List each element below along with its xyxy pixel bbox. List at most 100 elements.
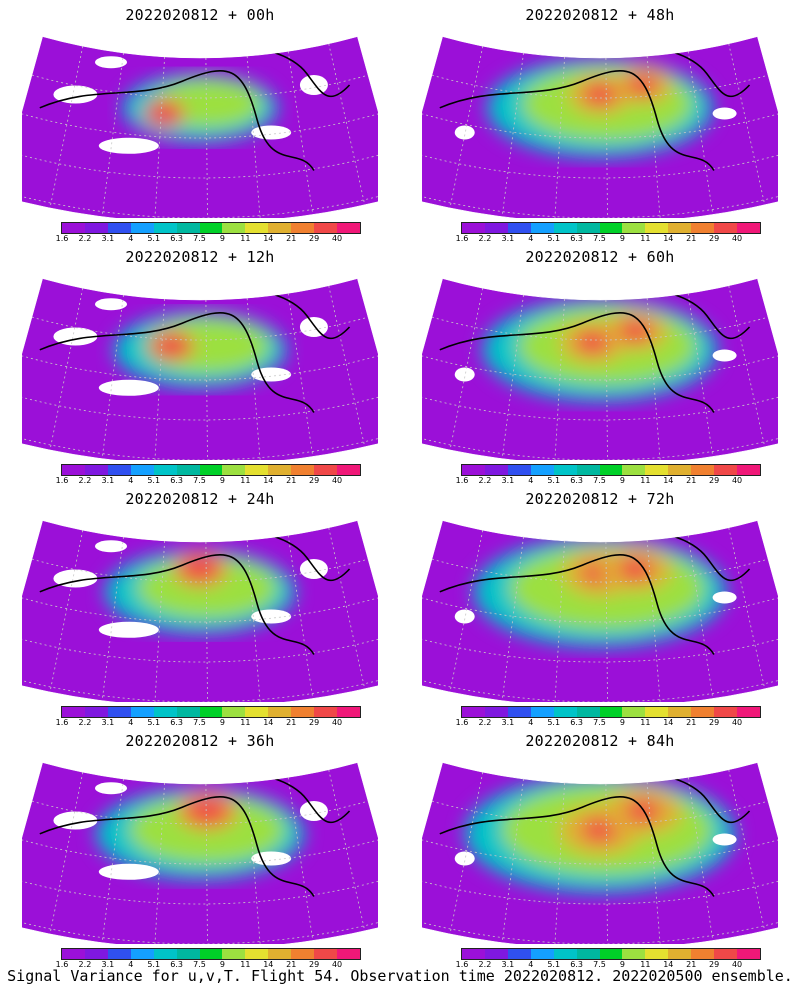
colorbar-tick-label: 40	[731, 960, 743, 969]
colorbar	[461, 948, 761, 960]
colorbar-tick-label: 5.1	[547, 960, 561, 969]
masked-region	[98, 379, 159, 396]
graticule-line	[422, 355, 778, 381]
colorbar-swatch	[622, 223, 646, 233]
masked-region	[95, 56, 127, 69]
variance-peak	[626, 73, 659, 97]
colorbar-tick-label: 11	[240, 476, 251, 485]
colorbar-swatch	[199, 707, 223, 717]
colorbar-tick-label: 1.6	[455, 476, 469, 485]
colorbar-tick-label: 7.5	[593, 718, 606, 727]
colorbar-swatch	[553, 949, 577, 959]
map-outline	[422, 762, 778, 944]
colorbar-swatch	[576, 223, 600, 233]
colorbar-tick-label: 14	[263, 476, 274, 485]
graticule-line	[431, 316, 769, 341]
forecast-panel: 2022020812 + 60h 1.6 2.2 3.1 4 5.1 6.3 7.5 9 11 14…	[400, 242, 800, 486]
colorbar-ticks: 1.6 2.2 3.1 4 5.1 6.3 7.5 9 11 14 21 29 40	[456, 960, 760, 970]
map-outline	[22, 278, 378, 460]
colorbar-tick-label: 6.3	[170, 476, 183, 485]
colorbar-tick-label: 11	[240, 718, 251, 727]
colorbar-tick-label: 3.1	[501, 234, 515, 243]
colorbar-swatch	[668, 223, 692, 233]
colorbar-swatch	[222, 707, 246, 717]
masked-region	[712, 349, 737, 362]
colorbar	[461, 464, 761, 476]
colorbar-tick-label: 4	[128, 960, 134, 969]
colorbar-swatch	[645, 949, 669, 959]
colorbar-swatch	[714, 949, 738, 959]
graticule-line	[22, 635, 378, 663]
colorbar-tick-label: 29	[709, 718, 720, 727]
map-outline	[422, 36, 778, 218]
colorbar-tick-label: 40	[331, 476, 343, 485]
colorbar-swatch	[645, 465, 669, 475]
colorbar-tick-label: 21	[686, 718, 697, 727]
colorbar-swatch	[314, 949, 338, 959]
colorbar-tick-label: 7.5	[593, 476, 606, 485]
masked-region	[98, 621, 159, 638]
colorbar-tick-label: 5.1	[147, 960, 161, 969]
colorbar-tick-label: 14	[263, 960, 274, 969]
forecast-panel: 2022020812 + 72h 1.6 2.2 3.1 4 5.1 6.3 7.5 9 11 14…	[400, 484, 800, 727]
panel-title: 2022020812 + 60h	[525, 248, 675, 266]
colorbar-tick-label: 40	[331, 960, 343, 969]
variance-map	[22, 36, 378, 218]
colorbar-ticks: 1.6 2.2 3.1 4 5.1 6.3 7.5 9 11 14 21 29 40	[56, 476, 360, 486]
graticule-line	[22, 877, 378, 905]
colorbar-ticks: 1.6 2.2 3.1 4 5.1 6.3 7.5 9 11 14 21 29 40	[56, 234, 360, 244]
colorbar-swatch	[507, 465, 531, 475]
colorbar-swatch	[553, 465, 577, 475]
colorbar-swatch	[507, 949, 531, 959]
colorbar-swatch	[291, 949, 315, 959]
colorbar-swatch	[507, 223, 531, 233]
colorbar-tick-label: 21	[286, 234, 297, 243]
colorbar-ticks: 1.6 2.2 3.1 4 5.1 6.3 7.5 9 11 14 21 29 40	[456, 476, 760, 486]
forecast-panel: 2022020812 + 48h 1.6 2.2 3.1 4 5.1 6.3 7.5 9 11 14…	[400, 0, 800, 243]
colorbar-swatch	[484, 707, 508, 717]
colorbar-swatch	[484, 223, 508, 233]
variance-map	[22, 278, 378, 460]
colorbar-tick-label: 7.5	[593, 234, 606, 243]
colorbar-swatch	[530, 465, 554, 475]
colorbar-tick-label: 4	[528, 718, 534, 727]
colorbar-swatch	[314, 223, 338, 233]
colorbar-swatch	[62, 223, 85, 233]
colorbar-swatch	[176, 707, 200, 717]
colorbar-swatch	[84, 223, 108, 233]
colorbar-swatch	[130, 949, 154, 959]
colorbar-swatch	[599, 707, 623, 717]
colorbar-tick-label: 21	[286, 960, 297, 969]
colorbar-swatch	[107, 465, 131, 475]
colorbar-swatch	[107, 223, 131, 233]
colorbar-tick-label: 1.6	[55, 960, 69, 969]
graticule-line	[22, 393, 378, 421]
colorbar-tick-label: 5.1	[547, 476, 561, 485]
graticule-line	[31, 558, 369, 583]
colorbar-tick-label: 7.5	[193, 476, 206, 485]
colorbar-tick-label: 3.1	[101, 476, 115, 485]
forecast-panel: 2022020812 + 00h 1.6 2.2 3.1 4 5.1 6.3 7.5 9 11 14…	[0, 0, 400, 244]
colorbar-swatch	[576, 707, 600, 717]
colorbar-swatch	[268, 707, 292, 717]
colorbar-swatch	[62, 949, 85, 959]
panel-title: 2022020812 + 00h	[125, 6, 275, 24]
variance-map	[422, 278, 778, 460]
colorbar-swatch	[645, 223, 669, 233]
colorbar-tick-label: 1.6	[455, 960, 469, 969]
colorbar-tick-label: 6.3	[570, 718, 583, 727]
colorbar-tick-label: 3.1	[101, 234, 115, 243]
colorbar-tick-label: 5.1	[147, 718, 161, 727]
colorbar-swatch	[576, 949, 600, 959]
colorbar-tick-label: 9	[619, 234, 625, 243]
masked-region	[98, 863, 159, 880]
colorbar-swatch	[337, 707, 360, 717]
colorbar-tick-label: 29	[309, 476, 320, 485]
colorbar-tick-label: 9	[219, 234, 225, 243]
map-outline	[22, 36, 378, 218]
colorbar-tick-label: 6.3	[170, 718, 183, 727]
graticule-line	[422, 393, 778, 421]
colorbar-tick-label: 21	[686, 234, 697, 243]
colorbar-tick-label: 29	[709, 476, 720, 485]
masked-region	[95, 298, 127, 311]
